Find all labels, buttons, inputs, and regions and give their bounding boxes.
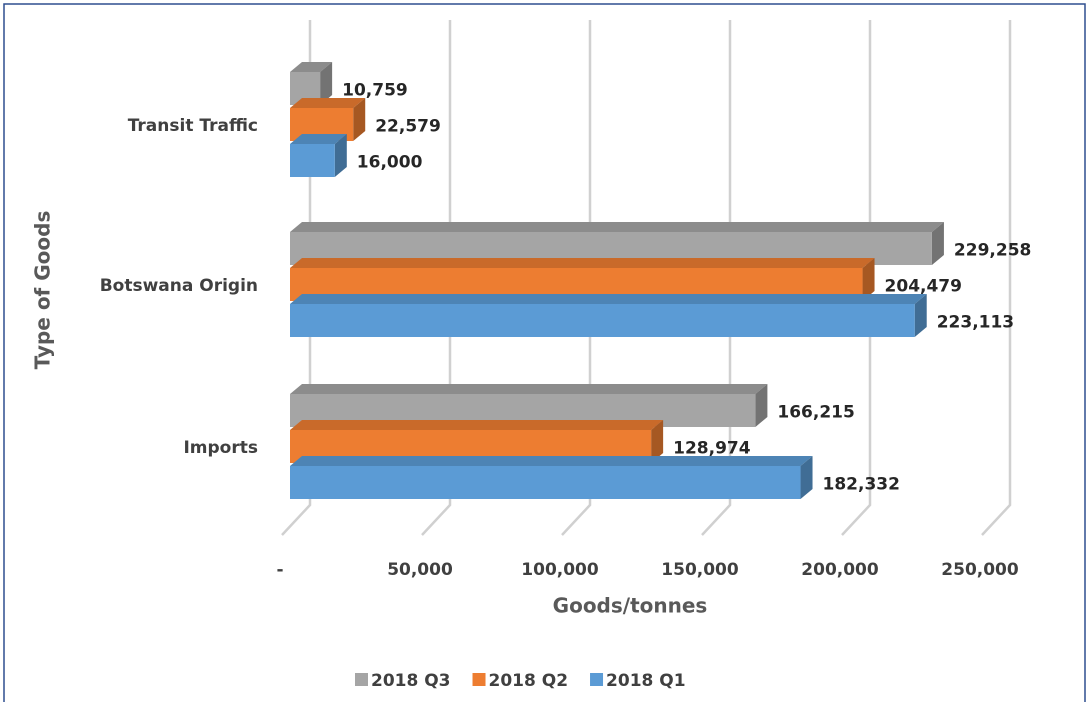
x-tick-label: 250,000 bbox=[941, 560, 1019, 580]
data-label: 166,215 bbox=[777, 403, 854, 423]
x-tick-label: 150,000 bbox=[661, 560, 739, 580]
bar-top bbox=[290, 222, 944, 232]
bar-top bbox=[290, 384, 768, 394]
data-label: 223,113 bbox=[937, 313, 1014, 333]
bar-top bbox=[290, 258, 875, 268]
data-label: 10,759 bbox=[342, 81, 408, 101]
grid-line bbox=[841, 20, 872, 536]
bar bbox=[290, 456, 813, 499]
bar bbox=[290, 134, 347, 177]
legend-swatch bbox=[472, 673, 486, 686]
bar-top bbox=[290, 134, 347, 144]
grid-line bbox=[561, 20, 592, 536]
grid-line bbox=[981, 20, 1012, 536]
data-label: 229,258 bbox=[954, 241, 1031, 261]
bar-top bbox=[290, 294, 927, 304]
bar-side bbox=[800, 456, 813, 499]
y-tick-label: Imports bbox=[183, 438, 258, 458]
grid-line bbox=[421, 20, 452, 536]
bar-side bbox=[651, 420, 664, 463]
legend-label: 2018 Q3 bbox=[371, 671, 451, 691]
bar-top bbox=[290, 98, 366, 108]
data-label: 22,579 bbox=[375, 117, 441, 137]
bar-front bbox=[290, 466, 801, 499]
data-label: 16,000 bbox=[357, 153, 423, 173]
x-tick-label: 50,000 bbox=[387, 560, 453, 580]
bar-top bbox=[290, 420, 664, 430]
legend-swatch bbox=[590, 673, 604, 686]
legend-label: 2018 Q1 bbox=[606, 671, 686, 691]
bar-side bbox=[334, 134, 347, 177]
bar-side bbox=[914, 294, 927, 337]
grid-line bbox=[281, 20, 312, 536]
x-tick-label: 200,000 bbox=[801, 560, 879, 580]
bar-side bbox=[862, 258, 875, 301]
y-tick-label: Transit Traffic bbox=[128, 116, 258, 136]
y-axis-title: Type of Goods bbox=[31, 211, 55, 370]
bar-top bbox=[290, 62, 333, 72]
bar-side bbox=[353, 98, 366, 141]
grid-line bbox=[701, 20, 732, 536]
data-label: 182,332 bbox=[823, 475, 900, 495]
data-label: 204,479 bbox=[885, 277, 962, 297]
y-tick-label: Botswana Origin bbox=[100, 276, 258, 296]
bar-side bbox=[931, 222, 944, 265]
bar bbox=[290, 294, 927, 337]
bar-top bbox=[290, 456, 813, 466]
x-tick-label: - bbox=[276, 560, 283, 580]
bar-side bbox=[320, 62, 333, 105]
legend-label: 2018 Q2 bbox=[489, 671, 569, 691]
frame bbox=[3, 3, 1086, 702]
data-label: 128,974 bbox=[673, 439, 751, 459]
x-axis-title: Goods/tonnes bbox=[553, 594, 708, 618]
legend-swatch bbox=[355, 673, 368, 686]
bar-front bbox=[290, 304, 915, 337]
x-tick-label: 100,000 bbox=[521, 560, 599, 580]
bar-side bbox=[755, 384, 768, 427]
bar-front bbox=[290, 144, 335, 177]
